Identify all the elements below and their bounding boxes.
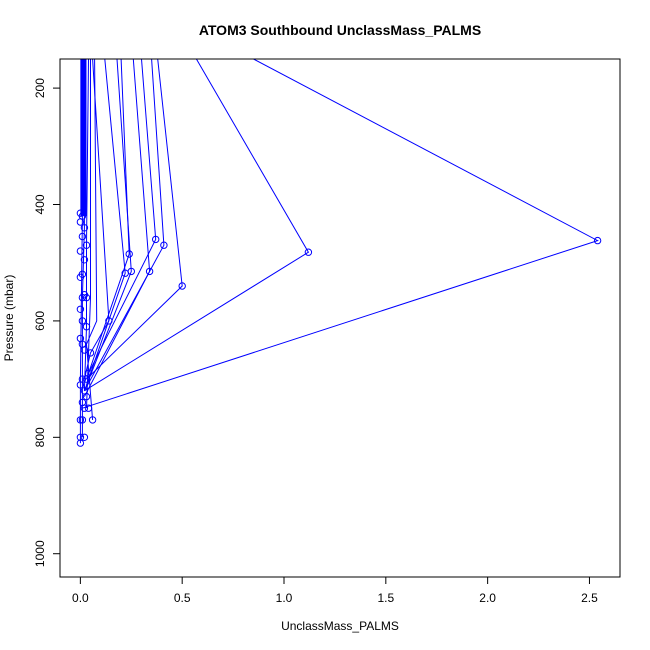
data-point-35 <box>76 209 85 217</box>
data-point-13 <box>84 404 93 412</box>
data-point-17 <box>82 375 91 383</box>
profile-line-4 <box>88 59 157 374</box>
data-point-9 <box>105 317 113 325</box>
data-point-20 <box>80 256 89 264</box>
plot-content <box>76 59 602 447</box>
profile-line-7 <box>83 59 132 391</box>
data-point-37 <box>76 247 85 255</box>
data-point-29 <box>78 293 87 302</box>
data-point-25 <box>80 433 89 441</box>
y-axis-label: Pressure (mbar) <box>2 275 16 362</box>
data-point-40 <box>76 334 85 343</box>
profile-line-2 <box>86 59 183 380</box>
x-tick-label-4: 2.0 <box>479 591 496 605</box>
x-tick-label-2: 1.0 <box>276 591 293 605</box>
x-tick-label-5: 2.5 <box>581 591 598 605</box>
profile-line-12 <box>83 59 89 391</box>
y-tick-label-1: 400 <box>33 194 47 214</box>
profile-line-10 <box>85 59 98 420</box>
data-point-44 <box>76 439 85 447</box>
y-tick-label-2: 600 <box>33 311 47 331</box>
plot-frame <box>59 58 621 578</box>
profile-line-3 <box>83 59 165 392</box>
data-point-27 <box>78 232 87 241</box>
data-point-38 <box>76 273 85 281</box>
data-point-6 <box>125 250 133 258</box>
x-tick-label-1: 0.5 <box>174 591 191 605</box>
data-point-34 <box>78 416 87 424</box>
data-point-43 <box>76 433 85 441</box>
profile-line-8 <box>86 59 126 386</box>
data-point-3 <box>160 241 168 249</box>
data-point-0 <box>593 236 602 245</box>
profile-line-0 <box>82 59 599 409</box>
dense-data-band <box>80 59 87 217</box>
y-axis: 200 400 600 800 1000 <box>33 78 61 567</box>
y-tick-label-0: 200 <box>33 78 47 98</box>
data-point-19 <box>80 224 89 232</box>
data-point-10 <box>88 416 97 424</box>
data-point-1 <box>304 248 313 256</box>
profile-line-9 <box>83 59 110 380</box>
data-point-36 <box>76 218 85 226</box>
data-point-5 <box>145 267 154 276</box>
x-tick-label-0: 0.0 <box>72 591 89 605</box>
data-point-30 <box>78 317 87 325</box>
y-tick-label-3: 800 <box>33 427 47 447</box>
profile-line-1 <box>84 59 310 392</box>
data-point-11 <box>86 349 95 357</box>
data-point-8 <box>121 269 129 277</box>
x-axis-label: UnclassMass_PALMS <box>281 619 399 633</box>
x-tick-label-3: 1.5 <box>377 591 394 605</box>
data-point-16 <box>82 323 91 331</box>
y-tick-label-4: 1000 <box>33 540 47 567</box>
data-point-41 <box>76 381 85 389</box>
data-point-4 <box>152 235 160 244</box>
profile-line-6 <box>86 59 130 380</box>
chart-title: ATOM3 Southbound UnclassMass_PALMS <box>199 22 481 38</box>
data-point-33 <box>78 398 87 407</box>
data-point-23 <box>80 387 89 395</box>
data-point-39 <box>76 305 85 313</box>
profile-line-5 <box>83 59 151 397</box>
data-point-42 <box>76 416 85 424</box>
data-point-2 <box>178 282 186 290</box>
x-axis: 0.0 0.5 1.0 1.5 2.0 2.5 <box>72 576 598 605</box>
data-point-14 <box>82 241 91 249</box>
